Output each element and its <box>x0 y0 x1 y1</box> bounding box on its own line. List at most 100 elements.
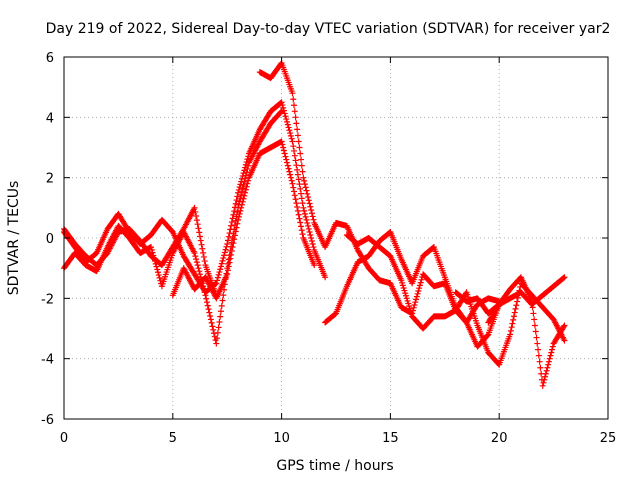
data-point <box>234 220 241 227</box>
series-sat-i <box>485 274 568 326</box>
data-point <box>198 241 205 248</box>
data-point <box>306 228 313 235</box>
data-point <box>308 238 315 245</box>
data-point <box>508 324 515 331</box>
data-point <box>239 185 246 192</box>
data-point <box>195 265 202 272</box>
data-point <box>416 285 423 292</box>
data-point <box>293 120 300 127</box>
data-point <box>287 130 294 137</box>
data-point <box>286 127 293 134</box>
data-point <box>295 211 302 218</box>
data-point <box>512 305 519 312</box>
data-point <box>148 246 155 253</box>
data-point <box>301 177 308 184</box>
data-point <box>232 228 239 235</box>
data-point <box>298 223 305 230</box>
data-point <box>284 118 291 125</box>
data-point <box>510 316 517 323</box>
data-point <box>296 215 303 222</box>
data-point <box>298 162 305 169</box>
data-point <box>197 271 203 278</box>
data-point <box>224 237 231 244</box>
data-point <box>304 190 311 197</box>
data-point <box>300 204 307 211</box>
data-point <box>301 207 308 214</box>
data-point <box>200 283 207 290</box>
data-point <box>301 181 308 188</box>
data-point <box>192 208 199 215</box>
data-point <box>484 332 491 339</box>
data-point <box>417 279 424 286</box>
data-point <box>305 194 312 201</box>
data-point <box>220 292 227 299</box>
data-point <box>237 195 244 202</box>
data-point <box>240 182 247 189</box>
data-point <box>277 109 284 116</box>
data-point <box>415 288 422 295</box>
data-point <box>199 245 206 252</box>
data-point <box>216 269 223 276</box>
data-point <box>289 90 296 97</box>
data-point <box>229 244 236 251</box>
data-point <box>294 132 301 139</box>
data-point <box>510 313 517 320</box>
series-sat-d <box>169 138 318 302</box>
data-point <box>309 241 316 248</box>
data-point <box>291 102 298 109</box>
data-point <box>202 292 209 299</box>
data-point <box>549 346 556 353</box>
data-point <box>297 185 304 192</box>
data-point <box>235 186 242 193</box>
data-point <box>281 150 288 157</box>
chart-title: Day 219 of 2022, Sidereal Day-to-day VTE… <box>46 21 611 37</box>
data-point <box>544 364 551 371</box>
data-point <box>534 340 541 347</box>
data-point <box>224 267 231 274</box>
data-point <box>291 188 298 195</box>
data-point <box>278 99 285 106</box>
data-point <box>241 192 248 199</box>
data-point <box>193 217 200 224</box>
data-series <box>61 60 568 389</box>
data-point <box>297 150 304 157</box>
data-point <box>194 221 201 228</box>
data-point <box>322 274 329 281</box>
data-point <box>156 274 163 281</box>
data-point <box>412 299 419 306</box>
y-tick-label: -6 <box>41 413 54 428</box>
data-point <box>304 219 311 226</box>
data-point <box>214 329 221 336</box>
data-point <box>225 233 232 240</box>
data-point <box>507 327 514 334</box>
data-point <box>200 286 207 293</box>
data-point <box>513 302 520 309</box>
data-point <box>283 156 290 163</box>
data-point <box>288 135 295 142</box>
data-point <box>293 162 300 169</box>
data-point <box>541 376 548 383</box>
data-point <box>204 302 211 309</box>
data-point <box>282 113 289 120</box>
y-tick-label: 4 <box>46 111 54 126</box>
data-point <box>280 104 287 111</box>
y-tick-label: 0 <box>46 232 54 247</box>
data-point <box>220 255 227 262</box>
data-point <box>308 210 315 217</box>
data-point <box>279 102 286 109</box>
data-point <box>219 297 226 304</box>
data-point <box>307 203 314 210</box>
data-point <box>545 361 552 368</box>
y-tick-label: 2 <box>46 172 54 187</box>
data-point <box>233 224 240 231</box>
data-point <box>155 269 162 276</box>
data-point <box>214 335 221 342</box>
data-point <box>539 382 546 389</box>
data-point <box>207 313 214 320</box>
data-point <box>560 323 567 330</box>
data-point <box>191 204 198 211</box>
data-point <box>217 263 224 270</box>
data-point <box>294 203 301 210</box>
data-point <box>200 249 207 256</box>
